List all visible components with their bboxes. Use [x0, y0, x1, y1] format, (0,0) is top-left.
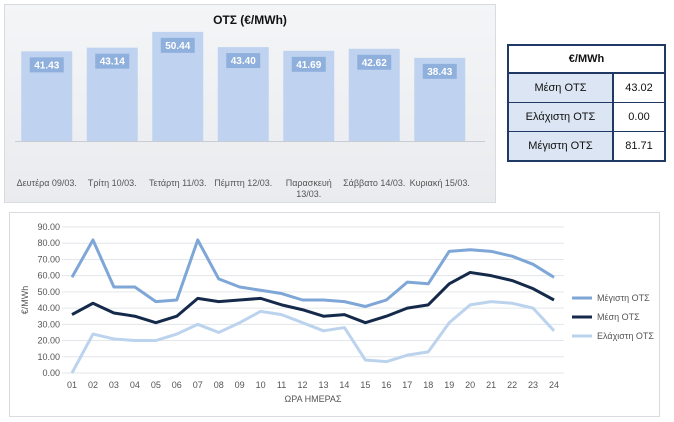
- x-tick-label: 18: [423, 380, 433, 390]
- y-tick-label: 90.00: [37, 222, 60, 232]
- y-tick-label: 20.00: [37, 336, 60, 346]
- line-chart-plot: 0.00 10.00 20.00 30.00 40.00 50.00 60.00 70.00 8…: [20, 222, 654, 404]
- x-tick-label: 24: [549, 380, 559, 390]
- bar-value-label: 43.14: [100, 57, 125, 68]
- bar-value-label-box: [160, 37, 195, 53]
- y-tick-label: 80.00: [37, 238, 60, 248]
- stats-label-maximum: Μέγιστη ΟΤΣ: [507, 131, 614, 162]
- y-tick-label: 10.00: [37, 352, 60, 362]
- x-tick-label: 10: [256, 380, 266, 390]
- x-tick-label: 09: [235, 380, 245, 390]
- legend-label: Μέγιστη ΟΤΣ: [597, 293, 650, 303]
- bar-chart-title: ΟΤΣ (€/MWh): [213, 13, 287, 27]
- bar-value-label: 41.69: [296, 60, 321, 71]
- bar-category-label: Παρασκευή: [286, 178, 332, 188]
- bar-value-label-box: [226, 53, 261, 69]
- legend-label: Μέση ΟΤΣ: [597, 312, 640, 322]
- bar-value-label: 50.44: [165, 41, 190, 52]
- bar-category-label: Κυριακή 15/03.: [410, 178, 470, 188]
- bar-category-label: Πέμπτη 12/03.: [214, 178, 272, 188]
- y-tick-label: 30.00: [37, 319, 60, 329]
- stats-label-average: Μέση ΟΤΣ: [507, 72, 614, 103]
- bar-category-label: Σάββατο 14/03.: [343, 178, 405, 188]
- bar-value-label: 42.62: [362, 58, 387, 69]
- bar-value-label: 41.43: [34, 60, 59, 71]
- y-axis-title: €/MWh: [20, 286, 30, 315]
- x-tick-label: 23: [528, 380, 538, 390]
- x-tick-label: 04: [130, 380, 140, 390]
- stats-table-header: €/MWh: [507, 44, 666, 74]
- bar-value-label-box: [291, 56, 326, 72]
- x-tick-label: 02: [88, 380, 98, 390]
- x-tick-label: 16: [381, 380, 391, 390]
- bar-category-label: Τετάρτη 11/03.: [149, 178, 207, 188]
- bar-chart-plot: 41.43 Δευτέρα 09/03. 43.14 Τρίτη 10/03. 50.4…: [15, 31, 485, 199]
- bar-value-label-box: [95, 53, 130, 69]
- x-tick-label: 17: [402, 380, 412, 390]
- series-line-max: [70, 238, 555, 308]
- x-tick-label: 05: [151, 380, 161, 390]
- y-tick-label: 0.00: [42, 368, 60, 378]
- bar-category-label: Δευτέρα 09/03.: [17, 178, 77, 188]
- series-line-min: [70, 300, 556, 374]
- bar-value-label-box: [29, 57, 64, 73]
- x-tick-label: 19: [444, 380, 454, 390]
- x-tick-label: 03: [109, 380, 119, 390]
- bar-value-label: 43.40: [231, 56, 256, 67]
- bar-category-label: Τρίτη 10/03.: [88, 178, 137, 188]
- stats-label-minimum: Ελάχιστη ΟΤΣ: [507, 102, 614, 132]
- series-line-avg: [71, 270, 555, 325]
- stats-value-minimum: 0.00: [612, 102, 666, 132]
- price-stats-table: €/MWh Μέση ΟΤΣ 43.02 Ελάχιστη ΟΤΣ 0.00 Μ…: [507, 44, 666, 162]
- y-tick-label: 40.00: [37, 303, 60, 313]
- x-tick-label: 20: [465, 380, 475, 390]
- x-tick-label: 21: [486, 380, 496, 390]
- legend-label: Ελάχιστη ΟΤΣ: [597, 331, 654, 341]
- y-tick-label: 60.00: [37, 271, 60, 281]
- x-tick-label: 22: [507, 380, 517, 390]
- stats-value-average: 43.02: [612, 72, 666, 103]
- bar-category-label: 13/03.: [296, 189, 321, 199]
- x-tick-label: 12: [298, 380, 308, 390]
- y-tick-label: 50.00: [37, 287, 60, 297]
- stats-value-maximum: 81.71: [612, 131, 666, 162]
- x-tick-label: 07: [193, 380, 203, 390]
- x-tick-label: 13: [318, 380, 328, 390]
- bar-value-label: 38.43: [427, 67, 452, 78]
- x-tick-label: 08: [214, 380, 224, 390]
- hourly-price-line-chart: 0.00 10.00 20.00 30.00 40.00 50.00 60.00 70.00 8…: [9, 212, 660, 417]
- x-tick-label: 15: [360, 380, 370, 390]
- x-tick-label: 06: [172, 380, 182, 390]
- x-tick-label: 01: [67, 380, 77, 390]
- daily-price-bar-chart: ΟΤΣ (€/MWh) 41.43 Δευτέρα 09/03. 43.14 Τρίτ…: [4, 4, 496, 203]
- x-axis-title: ΩΡΑ ΗΜΕΡΑΣ: [285, 394, 342, 404]
- bar-value-label-box: [422, 63, 457, 79]
- bar-value-label-box: [357, 54, 392, 70]
- x-tick-label: 11: [277, 380, 286, 390]
- y-tick-label: 70.00: [37, 254, 60, 264]
- x-tick-label: 14: [339, 380, 349, 390]
